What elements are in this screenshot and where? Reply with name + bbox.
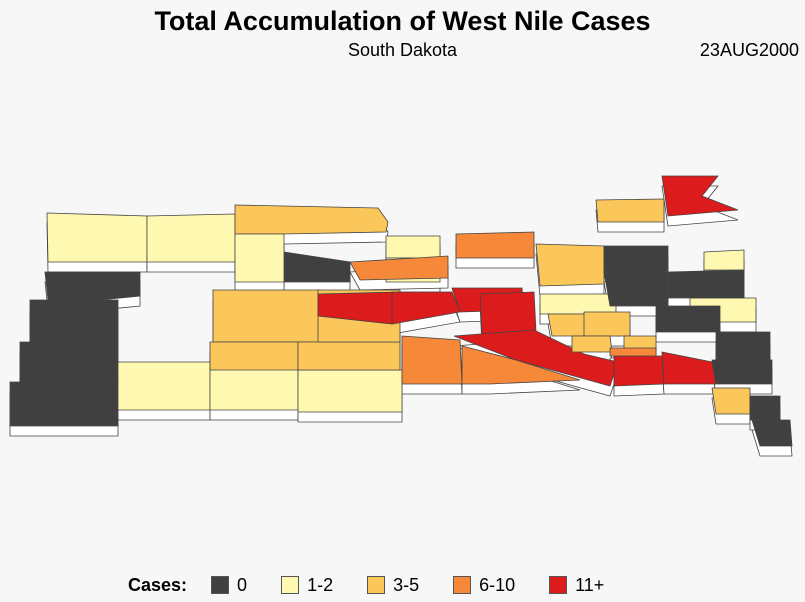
county-gregory	[613, 355, 665, 387]
legend-label-3-5: 3-5	[393, 574, 420, 595]
legend-label-11-plus: 11+	[575, 574, 605, 595]
county-day	[603, 245, 669, 273]
county-union	[751, 419, 793, 447]
legend-title: Cases:	[128, 574, 188, 595]
legend-swatch-0	[211, 576, 230, 594]
county-meade	[234, 233, 285, 283]
legend-label-1-2: 1-2	[307, 574, 334, 595]
county-brule	[401, 335, 463, 385]
county-brown	[535, 243, 605, 287]
map-subtitle: South Dakota	[347, 40, 458, 60]
legend-item-0: 0	[211, 575, 247, 596]
legend-label-6-10: 6-10	[479, 574, 516, 595]
county-sanborn	[609, 347, 657, 357]
county-lake	[715, 331, 771, 361]
county-faulk	[539, 293, 617, 315]
county-butte-perkins	[146, 213, 236, 263]
county-roberts	[661, 175, 739, 217]
legend-item-3-5: 3-5	[367, 575, 419, 596]
county-ziebach	[283, 251, 351, 283]
county-marshall	[595, 198, 665, 223]
county-custer	[19, 341, 119, 383]
county-dewey	[349, 255, 449, 281]
county-moody	[655, 305, 721, 333]
legend-swatch-11-plus	[549, 576, 568, 594]
legend-item-1-2: 1-2	[281, 575, 333, 596]
county-grant	[703, 249, 745, 271]
legend-swatch-6-10	[453, 576, 472, 594]
legend-item-11-plus: 11+	[549, 575, 604, 596]
county-corson	[234, 204, 389, 235]
county-minnehaha	[711, 359, 773, 385]
county-lyman	[297, 341, 401, 371]
map-title: Total Accumulation of West Nile Cases	[154, 6, 651, 36]
county-turner	[711, 387, 751, 415]
legend-item-6-10: 6-10	[453, 575, 515, 596]
county-haakon	[212, 289, 321, 343]
county-hand	[479, 291, 537, 337]
county-mcpherson	[455, 231, 535, 259]
county-kingsbury	[603, 271, 669, 307]
legend: Cases: 0 1-2 3-5 6-10 11+	[128, 573, 638, 597]
county-oglala	[117, 361, 211, 411]
county-deuel	[667, 269, 745, 299]
county-jones	[209, 341, 299, 371]
county-harding	[46, 212, 148, 263]
county-pennington	[29, 299, 119, 343]
county-hanson	[571, 335, 613, 353]
county-beadle	[583, 311, 631, 337]
county-lawrence-penn	[44, 271, 141, 303]
county-campbell	[385, 235, 441, 259]
county-lincoln	[749, 395, 781, 421]
legend-swatch-1-2	[281, 576, 300, 594]
county-fall-river	[9, 381, 119, 427]
legend-label-0: 0	[237, 574, 248, 595]
county-bennett	[297, 369, 403, 413]
county-charles-mix	[661, 351, 717, 385]
legend-swatch-3-5	[367, 576, 386, 594]
county-tripp	[461, 345, 581, 385]
map-date: 23AUG2000	[699, 40, 799, 60]
